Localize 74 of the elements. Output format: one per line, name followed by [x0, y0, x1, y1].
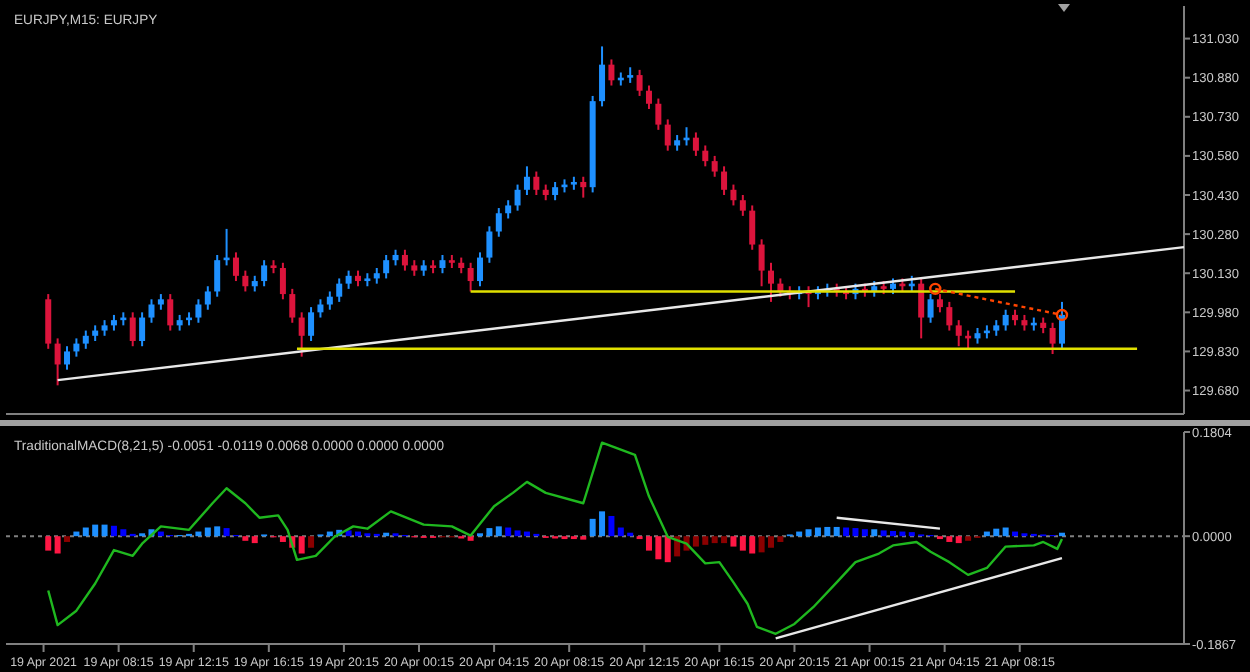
- candlestick: [298, 311, 305, 358]
- bar: [664, 536, 671, 563]
- bar: [308, 536, 315, 548]
- candlestick: [955, 319, 962, 348]
- bar: [101, 524, 108, 537]
- candlestick: [195, 298, 202, 324]
- candlestick: [139, 311, 146, 348]
- bar: [843, 527, 850, 537]
- candlestick: [336, 277, 343, 303]
- candlestick: [242, 269, 249, 293]
- candlestick: [721, 165, 728, 197]
- bar: [45, 536, 52, 551]
- candlestick: [1002, 308, 1009, 332]
- candlestick: [664, 118, 671, 152]
- candlestick: [655, 97, 662, 131]
- candlestick: [768, 261, 774, 303]
- candlestick: [758, 238, 765, 288]
- candlestick: [599, 45, 606, 108]
- candlestick: [232, 251, 239, 283]
- bar: [730, 536, 737, 547]
- candlestick: [523, 165, 530, 197]
- candlestick: [580, 175, 587, 199]
- candlestick: [495, 207, 502, 238]
- candlestick: [749, 204, 756, 251]
- bar: [64, 536, 71, 542]
- candlestick: [918, 277, 925, 340]
- candlestick: [692, 131, 699, 157]
- bar: [861, 529, 868, 537]
- candlestick: [82, 329, 89, 350]
- candlestick: [326, 290, 333, 311]
- candlestick: [946, 300, 953, 332]
- bar: [54, 536, 61, 554]
- candlestick: [486, 225, 493, 264]
- candlestick: [54, 337, 61, 387]
- candlestick: [64, 345, 71, 371]
- candlestick: [439, 253, 446, 275]
- candlestick: [1049, 321, 1056, 356]
- candlestick: [289, 287, 296, 324]
- candlestick: [927, 293, 934, 324]
- candlestick: [533, 170, 540, 197]
- candlestick: [401, 248, 408, 272]
- candlestick: [345, 269, 352, 290]
- candlestick: [645, 84, 652, 110]
- bar: [251, 536, 258, 544]
- candlestick: [383, 253, 390, 280]
- candlestick: [505, 199, 512, 220]
- candlestick: [730, 183, 737, 207]
- candlestick: [514, 183, 521, 212]
- candlestick: [279, 261, 286, 301]
- bar: [608, 515, 615, 537]
- candlestick: [936, 293, 943, 314]
- candlestick: [552, 180, 559, 202]
- candlestick: [261, 259, 268, 288]
- bar: [833, 526, 840, 537]
- candlestick: [477, 251, 484, 288]
- candlestick: [129, 311, 136, 348]
- bar: [495, 526, 502, 537]
- candlestick: [702, 144, 709, 168]
- candlestick: [636, 68, 643, 97]
- bar: [955, 536, 962, 544]
- bar: [505, 527, 512, 537]
- candlestick: [148, 298, 155, 324]
- bar: [1002, 527, 1009, 537]
- candlestick: [308, 306, 315, 342]
- bar: [871, 529, 878, 537]
- candlestick: [45, 293, 52, 350]
- candlestick: [204, 285, 211, 311]
- candlestick: [467, 261, 474, 293]
- candlestick: [711, 154, 718, 178]
- bar: [298, 536, 305, 554]
- candlestick: [608, 58, 615, 87]
- candlestick: [167, 293, 174, 332]
- candlestick: [739, 194, 746, 217]
- candlestick: [214, 253, 221, 298]
